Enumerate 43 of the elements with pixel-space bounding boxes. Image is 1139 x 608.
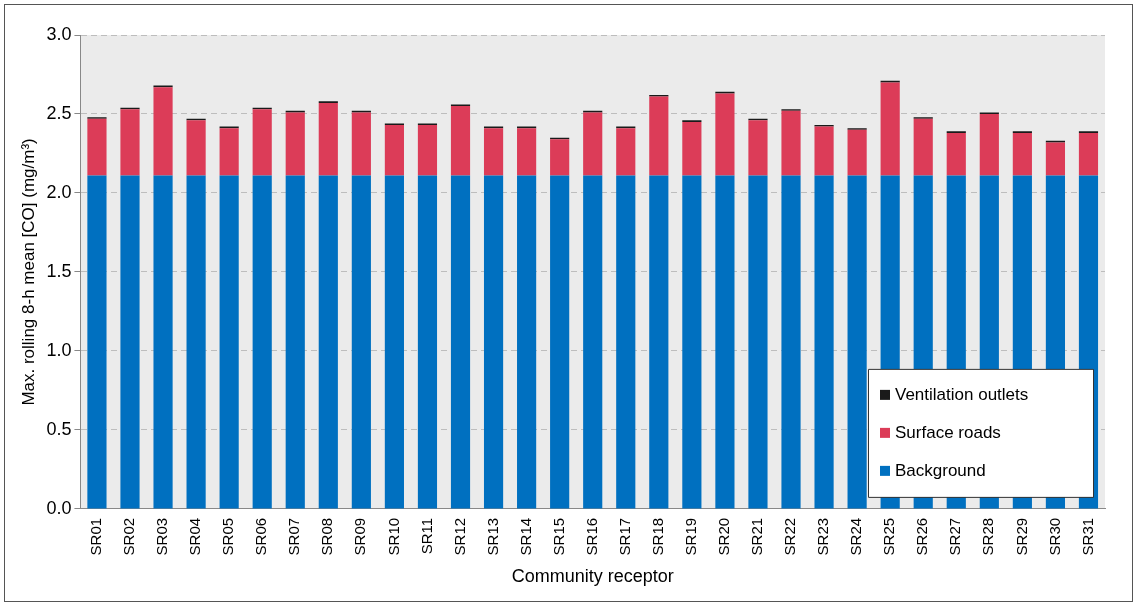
y-tick-label: 1.5 xyxy=(46,260,72,281)
x-tick-label: SR15 xyxy=(549,517,567,556)
x-axis-title: Community receptor xyxy=(511,566,674,587)
x-tick-label: SR07 xyxy=(285,517,303,556)
x-tick-label: SR29 xyxy=(1012,517,1030,556)
y-tick-label: 0.0 xyxy=(46,497,72,518)
y-tick-label: 3.0 xyxy=(46,23,72,44)
x-tick-label: SR24 xyxy=(847,517,865,556)
x-tick-label: SR10 xyxy=(384,517,402,556)
x-tick-label: SR12 xyxy=(450,517,468,556)
x-tick-label: SR08 xyxy=(318,517,336,556)
x-tick-label: SR04 xyxy=(186,517,204,556)
y-axis-title: Max. rolling 8-h mean [CO] (mg/m³) xyxy=(18,138,38,406)
x-tick-label: SR26 xyxy=(913,517,931,556)
x-tick-label: SR22 xyxy=(781,517,799,556)
x-tick-label: SR17 xyxy=(615,517,633,556)
x-tick-label: SR31 xyxy=(1078,517,1096,556)
x-tick-label: SR06 xyxy=(252,517,270,556)
x-tick-label: SR11 xyxy=(417,517,435,555)
legend-label: Surface roads xyxy=(895,422,1001,442)
x-tick-label: SR02 xyxy=(120,517,138,556)
x-tick-label: SR14 xyxy=(516,517,534,556)
x-tick-label: SR23 xyxy=(814,517,832,556)
x-tick-label: SR01 xyxy=(87,517,105,556)
x-tick-label: SR03 xyxy=(153,517,171,556)
x-tick-label: SR09 xyxy=(351,517,369,556)
x-tick-label: SR25 xyxy=(880,517,898,556)
x-tick-label: SR30 xyxy=(1045,517,1063,556)
x-tick-label: SR16 xyxy=(582,517,600,556)
x-tick-label: SR13 xyxy=(483,517,501,556)
y-tick-label: 1.0 xyxy=(46,339,72,360)
y-tick-label: 2.5 xyxy=(46,102,72,123)
y-tick-label: 0.5 xyxy=(46,418,72,439)
x-tick-label: SR19 xyxy=(682,517,699,556)
y-tick-label: 2.0 xyxy=(46,181,72,202)
x-tick-label: SR21 xyxy=(748,517,766,556)
x-tick-label: SR20 xyxy=(715,517,733,556)
x-tick-label: SR05 xyxy=(219,517,237,556)
x-tick-label: SR18 xyxy=(648,517,666,556)
x-tick-label: SR28 xyxy=(979,517,997,556)
legend-label: Background xyxy=(895,460,986,480)
legend-label: Ventilation outlets xyxy=(895,384,1029,404)
x-tick-label: SR27 xyxy=(946,517,964,556)
